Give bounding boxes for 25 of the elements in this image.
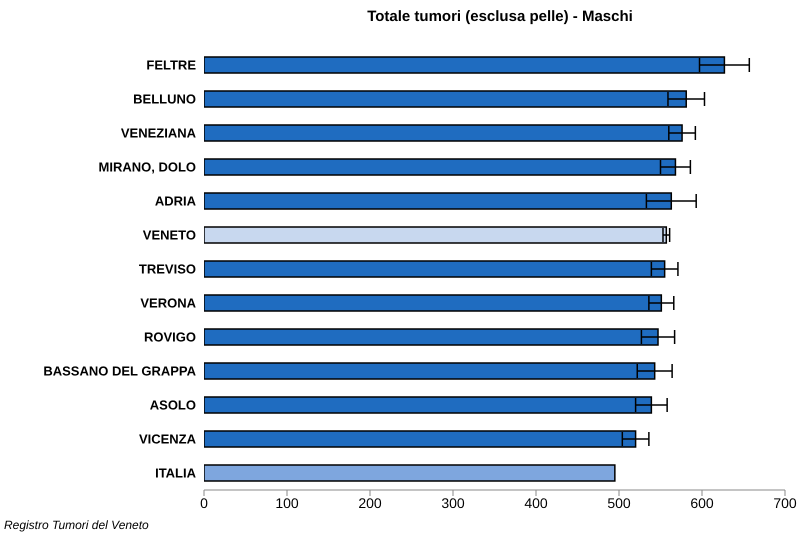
y-tick-label: BASSANO DEL GRAPPA [43, 364, 197, 379]
x-tick-label: 300 [441, 494, 465, 511]
y-tick-label: MIRANO, DOLO [98, 160, 196, 175]
x-tick-label: 400 [524, 494, 548, 511]
y-tick-label: VENEZIANA [120, 126, 197, 141]
x-tick-label: 100 [275, 494, 299, 511]
x-tick-label: 200 [358, 494, 382, 511]
y-tick-label: VENETO [142, 228, 196, 243]
y-tick-label: ITALIA [155, 466, 197, 481]
y-tick-label: ROVIGO [144, 330, 196, 345]
x-tick-label: 500 [607, 494, 631, 511]
x-tick-label: 0 [200, 494, 208, 511]
chart-title: Totale tumori (esclusa pelle) - Maschi [366, 8, 634, 25]
bar [204, 464, 616, 482]
y-tick-label: TREVISO [138, 262, 196, 277]
y-tick-label: FELTRE [146, 58, 196, 73]
y-tick-label: VERONA [140, 296, 197, 311]
y-tick-label: VICENZA [138, 432, 197, 447]
x-tick-label: 700 [773, 494, 797, 511]
text: Registro Tumori del Veneto [4, 518, 149, 532]
bar [204, 226, 668, 244]
y-tick-label: BELLUNO [133, 92, 196, 107]
y-tick-label: ADRIA [154, 194, 197, 209]
y-tick-label: ASOLO [150, 398, 196, 413]
x-tick-label: 600 [690, 494, 714, 511]
